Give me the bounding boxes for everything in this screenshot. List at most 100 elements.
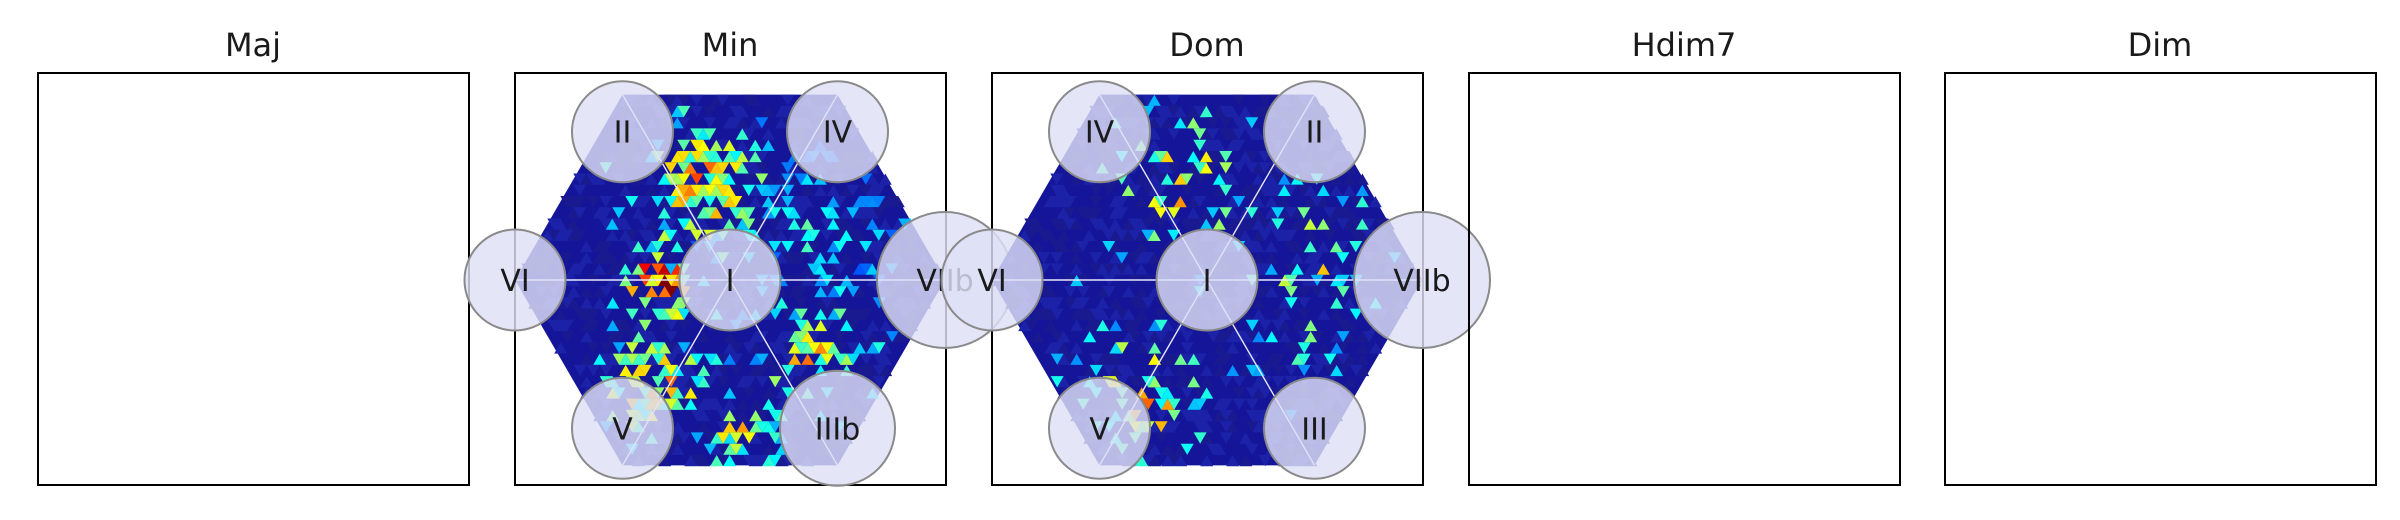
node-iv: IV (1048, 80, 1151, 184)
heat-cell (1278, 331, 1292, 343)
heat-cell (1148, 421, 1162, 433)
heat-cell (1128, 331, 1142, 343)
heat-cell (1174, 454, 1188, 467)
heat-cell (1219, 421, 1233, 433)
heat-cell (625, 308, 639, 320)
heat-cell (865, 207, 879, 219)
heat-cell (716, 443, 730, 455)
heat-cell (671, 443, 685, 455)
heat-cell (826, 196, 840, 208)
heat-cell (826, 207, 840, 219)
heat-cell (696, 139, 710, 151)
heat-cell (781, 162, 795, 174)
heat-cell (1258, 184, 1272, 196)
heat-cell (1199, 128, 1213, 140)
heat-cell (1050, 218, 1064, 230)
heat-cell (768, 207, 782, 219)
heat-cell (1154, 162, 1168, 174)
heat-cell (1349, 241, 1363, 253)
heat-cell (852, 229, 866, 241)
heat-cell (833, 196, 847, 208)
heat-cell (1037, 308, 1051, 320)
heat-cell (1141, 398, 1155, 410)
heat-cell (709, 196, 723, 208)
heat-cell (1213, 398, 1227, 410)
panel-hdim7: Hdim7 (1468, 26, 1901, 486)
heat-cell (748, 196, 762, 208)
heat-cell (592, 207, 606, 219)
heat-cell (787, 252, 801, 264)
heat-cell (1154, 398, 1168, 410)
heat-cell (1148, 376, 1162, 388)
heat-cell (833, 286, 847, 298)
heat-cell (853, 342, 867, 354)
heat-cell (879, 331, 893, 343)
heat-cell (1329, 173, 1343, 185)
heat-cell (671, 297, 685, 309)
heat-cell (1349, 218, 1363, 230)
heat-cell (755, 229, 769, 241)
heat-cell (684, 376, 698, 388)
heat-cell (554, 342, 568, 354)
heat-cell (710, 353, 724, 365)
heat-cell (878, 196, 892, 208)
heat-cell (800, 173, 814, 185)
heat-cell (1089, 364, 1103, 377)
heat-cell (1336, 353, 1350, 365)
heat-cell (1167, 398, 1181, 410)
heat-cell (1037, 229, 1051, 241)
heat-cell (846, 207, 860, 219)
heat-cell (716, 162, 730, 174)
heat-cell (1154, 173, 1168, 185)
node-i: I (678, 228, 782, 332)
panel-title-min: Min (702, 26, 759, 64)
panel-maj: Maj (37, 26, 470, 486)
node-circle (1263, 80, 1366, 184)
heat-cell (1115, 196, 1129, 208)
heat-cell (671, 387, 685, 399)
heat-cell (671, 342, 685, 354)
heat-cell (859, 263, 873, 275)
heat-cell (1141, 94, 1155, 106)
heat-cell (1252, 409, 1266, 422)
heat-cell (1187, 409, 1201, 422)
heat-cell (1323, 353, 1337, 365)
heat-cell (1095, 218, 1109, 230)
heat-cell (547, 319, 561, 332)
heat-cell (813, 252, 827, 264)
heat-cell (690, 184, 704, 196)
heat-cell (1050, 342, 1064, 354)
heat-cell (1245, 117, 1259, 129)
heat-cell (658, 454, 672, 467)
heat-cell (599, 207, 613, 219)
heat-cell (1362, 218, 1376, 230)
heat-cell (1258, 218, 1272, 230)
heat-cell (1219, 128, 1233, 140)
heat-cell (1186, 151, 1200, 163)
heat-cell (1323, 229, 1337, 241)
heat-cell (1141, 331, 1155, 343)
heat-cell (1083, 331, 1097, 343)
heat-cell (736, 376, 750, 388)
heat-cell (1095, 263, 1109, 275)
heat-cell (735, 139, 749, 151)
heat-cell (1154, 184, 1168, 196)
heat-cell (755, 409, 769, 422)
heat-cell (1213, 353, 1227, 365)
heat-cell (1213, 331, 1227, 343)
heat-cell (1135, 297, 1149, 309)
heat-cell (1212, 105, 1226, 118)
heat-cell (1122, 319, 1136, 332)
heat-cell (872, 184, 886, 196)
heat-cell (690, 139, 704, 151)
heat-cell (722, 184, 736, 196)
heat-cell (683, 218, 697, 230)
heat-cell (1297, 342, 1311, 354)
heat-cell (1245, 207, 1259, 219)
heat-cell (1291, 342, 1305, 354)
heat-cell (592, 252, 606, 264)
heat-cell (1128, 252, 1142, 264)
heat-cell (1115, 364, 1129, 377)
heat-cell (1161, 376, 1175, 388)
heat-cell (1180, 409, 1194, 422)
